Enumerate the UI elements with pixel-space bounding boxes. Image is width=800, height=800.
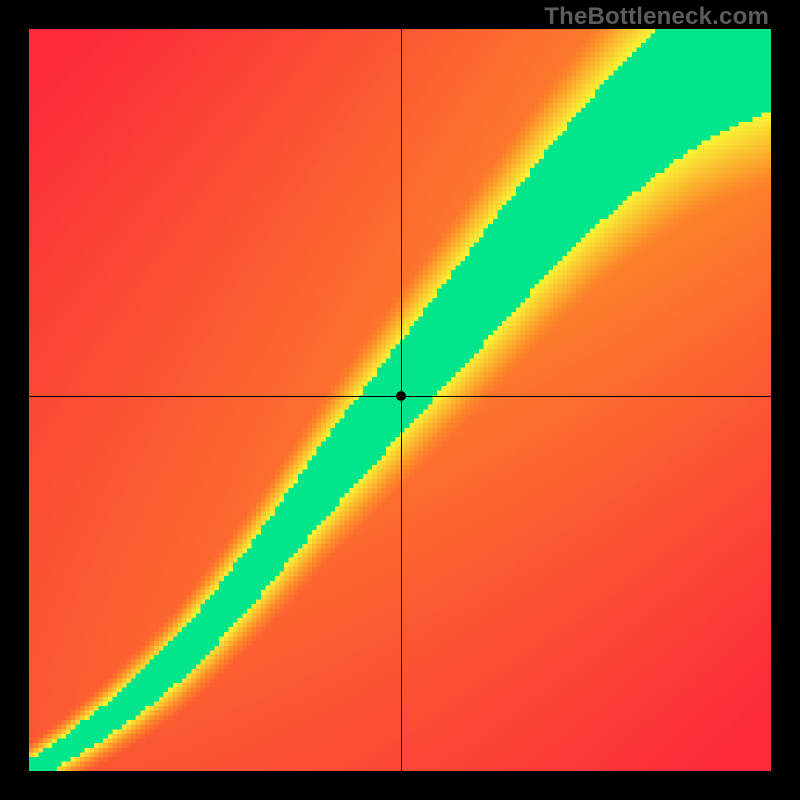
heatmap-plot [29, 29, 771, 771]
chart-frame: TheBottleneck.com [0, 0, 800, 800]
watermark-text: TheBottleneck.com [544, 3, 769, 31]
marker-dot [396, 391, 406, 401]
